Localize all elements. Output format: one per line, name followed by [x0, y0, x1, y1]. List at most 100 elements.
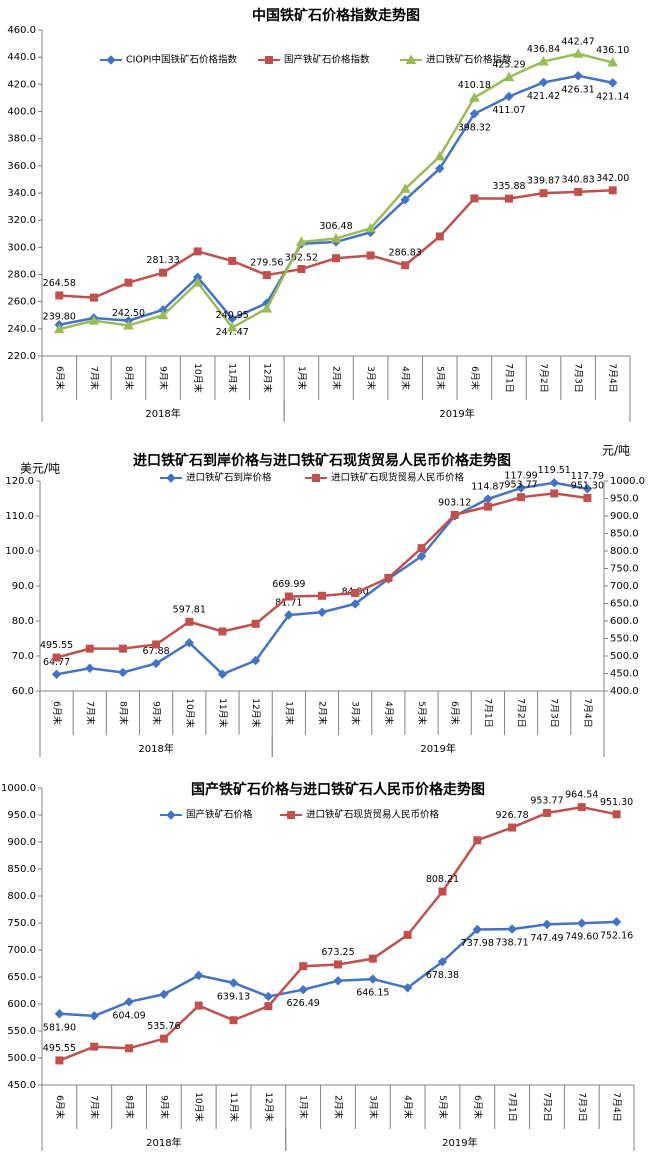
data-point: [416, 551, 427, 561]
value-label: 951.30: [571, 481, 604, 492]
data-point: [85, 644, 94, 653]
y2-tick-label: 600.0: [610, 616, 639, 627]
value-label: 749.60: [565, 932, 598, 943]
data-point: [368, 954, 377, 963]
data-point: [318, 591, 326, 600]
data-point: [607, 78, 618, 88]
value-label: 951.30: [600, 797, 633, 808]
series-line: [59, 74, 613, 326]
x-tick-label: 7月末: [89, 1095, 101, 1119]
x-tick-label: 5月末: [437, 1095, 449, 1119]
y-tick-label: 320.0: [7, 215, 36, 226]
legend-label: 国产铁矿石价格: [186, 809, 253, 821]
data-point: [574, 187, 583, 196]
data-point: [550, 489, 559, 498]
legend-label: 进口铁矿石现货贸易人民币价格: [306, 809, 440, 821]
x-tick-label: 3月末: [365, 366, 377, 390]
x-tick-label: 8月末: [123, 366, 135, 390]
value-label: 286.83: [389, 248, 422, 259]
data-point: [577, 918, 587, 928]
data-point: [368, 974, 378, 984]
data-point: [538, 77, 549, 88]
data-point: [468, 92, 480, 102]
value-label: 581.90: [43, 1022, 76, 1033]
data-point: [296, 236, 307, 246]
data-point: [330, 233, 342, 243]
data-point: [193, 247, 202, 256]
data-point: [401, 261, 410, 270]
y-tick-label: 440.0: [7, 52, 36, 63]
x-tick-label: 7月2日: [516, 698, 527, 727]
group-label: 2018年: [138, 742, 173, 755]
data-point: [118, 667, 128, 678]
x-tick-label: 8月末: [117, 701, 129, 725]
y-tick-label: 500.0: [7, 1053, 36, 1064]
data-point: [472, 924, 483, 935]
x-tick-label: 7月4日: [607, 363, 618, 392]
y2-tick-label: 850.0: [610, 529, 639, 540]
data-point: [250, 655, 261, 666]
x-tick-label: 4月末: [400, 366, 412, 390]
data-point: [384, 573, 393, 582]
y-tick-label: 240.0: [7, 324, 36, 335]
value-label: 495.55: [40, 640, 73, 651]
data-point: [317, 607, 327, 617]
data-point: [151, 658, 161, 669]
y2-tick-label: 800.0: [610, 546, 639, 557]
value-label: 808.21: [426, 874, 459, 885]
value-label: 953.77: [530, 795, 563, 806]
x-tick-label: 1月末: [296, 366, 308, 390]
value-label: 426.31: [561, 84, 594, 95]
value-label: 239.80: [43, 312, 76, 323]
x-tick-label: 1月末: [283, 701, 295, 725]
legend-label: 进口铁矿石价格指数: [426, 54, 512, 66]
y2-tick-label: 700.0: [610, 581, 639, 592]
y-tick-label: 110.0: [5, 511, 34, 522]
data-point: [228, 978, 239, 988]
value-label: 752.16: [600, 930, 633, 941]
value-label: 64.77: [43, 657, 70, 668]
x-tick-label: 5月末: [416, 701, 428, 725]
x-tick-label: 7月4日: [582, 698, 593, 727]
x-tick-label: 7月3日: [573, 363, 584, 392]
data-point: [573, 71, 583, 81]
x-tick-label: 6月末: [449, 701, 461, 725]
data-point: [85, 663, 95, 673]
y-tick-label: 460.0: [7, 25, 36, 36]
value-label: 747.49: [530, 933, 563, 944]
data-point: [55, 291, 64, 300]
x-tick-label: 3月末: [350, 701, 362, 725]
value-label: 335.88: [492, 181, 525, 192]
chart-title: 国产铁矿石价格与进口铁矿石人民币价格走势图: [191, 781, 485, 798]
data-point: [577, 803, 586, 812]
x-tick-label: 12月末: [250, 698, 262, 727]
data-point: [90, 1042, 99, 1051]
x-tick-label: 5月末: [434, 366, 446, 390]
legend-label: 进口铁矿石到岸价格: [186, 472, 272, 484]
legend-marker: [312, 474, 320, 482]
y-axis-title: 美元/吨: [20, 462, 60, 476]
value-label: 398.32: [458, 122, 491, 133]
y-tick-label: 1000.0: [1, 783, 36, 794]
data-point: [157, 309, 169, 320]
y-tick-label: 420.0: [7, 79, 36, 90]
y-tick-label: 400.0: [7, 107, 36, 118]
data-point: [299, 962, 308, 971]
group-label: 2019年: [420, 742, 455, 755]
data-point: [402, 983, 413, 993]
data-point: [542, 808, 551, 817]
y2-tick-label: 1000.0: [610, 476, 645, 487]
y-tick-label: 700.0: [7, 945, 36, 956]
x-tick-label: 2月末: [331, 366, 343, 390]
data-point: [124, 278, 133, 287]
data-point: [400, 195, 410, 205]
group-label: 2019年: [442, 1136, 477, 1149]
group-label: 2018年: [145, 407, 180, 420]
x-tick-label: 7月末: [88, 366, 100, 390]
value-label: 81.71: [275, 598, 302, 609]
data-point: [333, 976, 343, 986]
data-point: [226, 322, 238, 332]
y-tick-label: 220.0: [7, 351, 36, 362]
data-point: [607, 56, 619, 67]
x-tick-label: 9月末: [158, 1095, 170, 1119]
